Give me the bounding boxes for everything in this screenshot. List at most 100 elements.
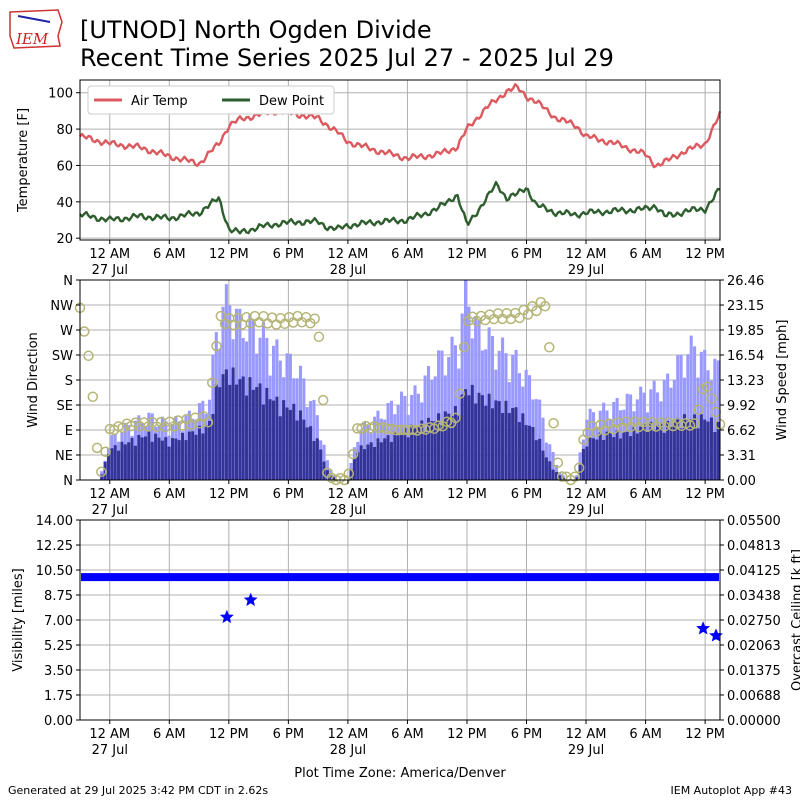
y-tick-label: 40 (56, 196, 73, 211)
wind-speed-bar (265, 387, 269, 480)
wind-direction-marker (91, 442, 103, 454)
wind-direction-marker (450, 412, 461, 424)
wind-speed-bar (420, 420, 424, 480)
wind-direction-marker (433, 420, 444, 431)
wind-speed-bar (453, 406, 457, 480)
logo-line-icon (17, 15, 51, 23)
wind-speed-bar (467, 395, 471, 480)
wind-speed-bar (659, 423, 663, 480)
wind-speed-bar (359, 445, 363, 480)
wind-speed-bar (201, 433, 205, 480)
wind-direction-marker (548, 417, 559, 429)
wind-gust-bar (713, 358, 717, 480)
wind-speed-bar (140, 437, 144, 480)
wind-speed-bar (389, 442, 393, 480)
iowa-shape-icon (9, 9, 63, 49)
wind-speed-bar (288, 409, 292, 480)
wind-direction-marker (701, 381, 713, 393)
y2-tick-label: 3.31 (727, 449, 756, 464)
wind-speed-bar (366, 444, 370, 480)
wind-gust-bar (703, 349, 707, 480)
wind-speed-bar (538, 438, 542, 480)
wind-speed-bar (622, 432, 626, 480)
x-tick-label: 12 PM (685, 727, 725, 742)
wind-gust-bar (467, 306, 471, 480)
wind-speed-bar (275, 396, 279, 480)
wind-speed-bar (127, 442, 131, 480)
x-date-label: 28 Jul (330, 263, 366, 278)
wind-speed-bar (383, 438, 387, 480)
y-tick-label: 0.00 (44, 714, 73, 729)
wind-speed-bar (191, 431, 195, 480)
ceiling-yticks: 0.00000 0.00688 0.01375 0.02063 0.02750 0.034… (720, 514, 781, 729)
wind-speed-bar (113, 445, 117, 480)
wind-gust-bar (474, 316, 478, 480)
wind-speed-bar (706, 421, 710, 480)
wind-speed-bars (100, 367, 720, 480)
wind-speed-bar (504, 400, 508, 480)
wind-speed-bar (699, 414, 703, 480)
y-tick-label: 1.75 (44, 689, 73, 704)
wind-speed-bar (272, 400, 276, 480)
wind-speed-bar (238, 379, 242, 480)
wind-direction-marker (454, 388, 465, 399)
wind-speed-bar (332, 477, 336, 480)
visibility-grid (80, 519, 720, 721)
wind-speed-bar (174, 438, 178, 480)
wind-direction-marker (317, 394, 329, 406)
wind-speed-bar (477, 392, 481, 480)
wind-gust-bar (450, 336, 454, 480)
wind-speed-bar (679, 428, 683, 480)
wind-speed-bar (554, 472, 559, 480)
wind-speed-bar (501, 413, 505, 480)
wind-gust-bar (662, 379, 666, 480)
x-tick-label: 12 PM (685, 247, 725, 262)
ceiling-ylabel: Overcast Ceiling [k ft] (790, 549, 800, 691)
wind-speed-bar (184, 440, 188, 480)
wind-speed-bar (197, 425, 201, 480)
timezone-label: Plot Time Zone: America/Denver (294, 766, 506, 781)
wind-speed-bar (635, 433, 639, 480)
wind-speed-bar (713, 432, 717, 480)
wind-speed-bar (507, 413, 511, 480)
wind-speed-bar (514, 407, 518, 480)
x-tick-label: 12 AM (89, 247, 130, 262)
wind-speed-bar (224, 369, 228, 480)
wind-speed-bar (682, 414, 687, 480)
x-tick-label: 6 PM (273, 727, 304, 742)
wind-gust-bar (490, 336, 495, 480)
wind-gust-bar (676, 355, 680, 480)
x-tick-label: 6 AM (391, 247, 424, 262)
wind-speed-bar (612, 437, 616, 480)
y-tick-label: 12.25 (36, 539, 73, 554)
y-tick-label: S (65, 374, 73, 389)
wind-speed-bar (312, 441, 316, 480)
wind-speed-bar (676, 417, 680, 480)
wind-gust-bar (679, 354, 683, 480)
wind-direction-marker (693, 404, 704, 415)
wind-speed-bar (494, 400, 498, 480)
x-tick-label: 6 AM (629, 727, 662, 742)
y-tick-label: 60 (56, 159, 73, 174)
wind-speed-bar (551, 469, 555, 480)
wind-speed-bar (305, 427, 309, 480)
wind-speed-bar (234, 384, 239, 480)
wind-direction-marker (87, 391, 99, 403)
wind-speed-bar (413, 428, 417, 480)
wind-speed-bar (534, 440, 538, 480)
wind-direction-marker (211, 340, 222, 352)
x-date-label: 28 Jul (330, 743, 366, 758)
wind-speed-bar (618, 438, 623, 480)
wind-speed-bar (369, 442, 373, 480)
wind-speed-bar (393, 431, 397, 480)
wind-speed-bar (177, 440, 181, 480)
x-tick-label: 12 AM (328, 247, 369, 262)
wind-speed-bar (649, 421, 653, 480)
wind-speed-bar (248, 377, 252, 480)
wind-gust-bar (501, 337, 505, 480)
wind-speed-bar (221, 374, 225, 480)
wind-speed-bar (531, 427, 535, 480)
wind-speed-bar (558, 475, 562, 480)
wind-direction-marker (689, 418, 700, 429)
